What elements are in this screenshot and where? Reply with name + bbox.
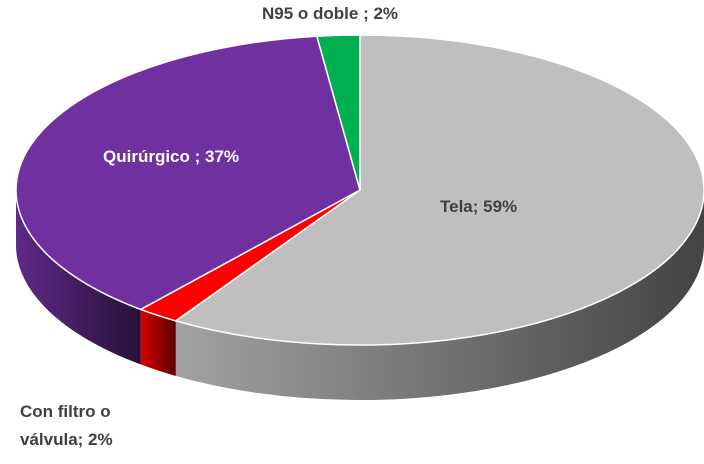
- data-label: Tela; 59%: [440, 197, 518, 216]
- side-shade: [16, 190, 141, 365]
- slice: [315, 34, 361, 191]
- side-shade: [140, 309, 176, 376]
- slice: [173, 34, 704, 346]
- data-label: Quirúrgico ; 37%: [103, 147, 240, 166]
- data-label: Con filtro o válvula; 2%: [20, 402, 113, 449]
- data-label: N95 o doble ; 2%: [262, 4, 399, 23]
- side-shade: [175, 190, 704, 400]
- slice: [15, 35, 361, 311]
